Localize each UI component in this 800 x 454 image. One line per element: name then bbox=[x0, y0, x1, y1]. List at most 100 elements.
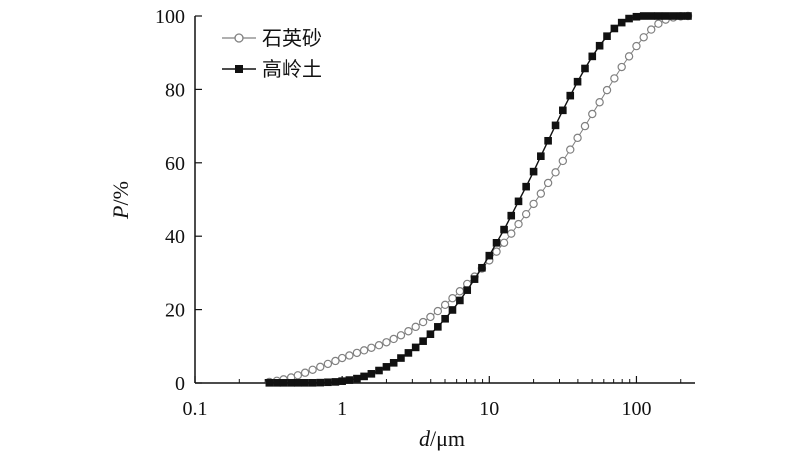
x-tick-label-2: 10 bbox=[479, 398, 499, 420]
x-axis-label-unit: /μm bbox=[430, 426, 465, 451]
point-1-51 bbox=[639, 12, 648, 20]
y-axis-label-var: P bbox=[108, 206, 133, 220]
point-1-10 bbox=[338, 377, 346, 385]
point-0-7 bbox=[316, 362, 325, 372]
point-0-16 bbox=[382, 338, 391, 347]
point-1-21 bbox=[419, 337, 427, 345]
point-1-38 bbox=[544, 136, 552, 145]
point-1-5 bbox=[301, 379, 309, 387]
point-1-8 bbox=[324, 378, 332, 387]
point-1-27 bbox=[463, 286, 472, 294]
point-1-20 bbox=[411, 343, 420, 352]
point-1-46 bbox=[603, 32, 611, 40]
point-1-39 bbox=[551, 121, 560, 130]
point-1-55 bbox=[669, 12, 678, 20]
point-0-19 bbox=[404, 327, 413, 336]
point-1-37 bbox=[537, 152, 545, 160]
point-1-1 bbox=[273, 379, 281, 387]
legend-label-quartz-sand: 石英砂 bbox=[262, 26, 322, 50]
point-0-52 bbox=[647, 25, 656, 34]
point-1-42 bbox=[573, 77, 582, 86]
point-0-18 bbox=[396, 331, 406, 340]
point-1-36 bbox=[529, 167, 538, 176]
point-0-43 bbox=[580, 121, 590, 131]
y-tick-label-3: 60 bbox=[165, 153, 185, 175]
point-1-14 bbox=[367, 370, 376, 378]
point-0-53 bbox=[654, 19, 663, 28]
svg-text:P/%: P/% bbox=[108, 181, 133, 220]
point-0-8 bbox=[323, 359, 333, 369]
plot-area: 0.1 1 10 100 0 20 40 60 80 100 bbox=[155, 6, 695, 420]
point-1-19 bbox=[404, 349, 413, 357]
point-1-43 bbox=[581, 64, 589, 73]
point-0-25 bbox=[448, 294, 457, 303]
point-1-12 bbox=[353, 374, 361, 383]
point-1-3 bbox=[287, 379, 295, 387]
point-1-35 bbox=[522, 182, 530, 191]
y-tick-label-5: 100 bbox=[155, 6, 185, 28]
svg-text:d/μm: d/μm bbox=[419, 426, 465, 451]
point-0-6 bbox=[308, 365, 317, 374]
point-1-17 bbox=[389, 359, 398, 367]
x-tick-label-3: 100 bbox=[621, 398, 651, 420]
point-1-53 bbox=[654, 12, 663, 20]
point-1-48 bbox=[617, 18, 626, 27]
x-axis-label-var: d bbox=[419, 426, 431, 451]
point-0-34 bbox=[514, 219, 523, 229]
point-1-32 bbox=[500, 225, 508, 234]
point-1-11 bbox=[345, 376, 354, 384]
point-0-37 bbox=[536, 189, 546, 198]
point-0-11 bbox=[345, 351, 354, 360]
x-axis-label: d/μm bbox=[419, 426, 465, 451]
legend-item-kaolin: 高岭土 bbox=[222, 57, 322, 81]
point-0-4 bbox=[293, 371, 303, 380]
point-1-23 bbox=[434, 323, 442, 331]
point-0-41 bbox=[566, 145, 575, 154]
point-1-56 bbox=[676, 12, 685, 20]
point-0-32 bbox=[499, 238, 509, 248]
point-1-57 bbox=[684, 12, 692, 20]
point-0-15 bbox=[374, 340, 384, 350]
point-1-24 bbox=[441, 314, 449, 323]
y-tick-label-1: 20 bbox=[165, 300, 185, 322]
point-0-50 bbox=[632, 41, 641, 51]
point-0-13 bbox=[359, 346, 369, 355]
point-1-33 bbox=[507, 211, 516, 220]
point-1-47 bbox=[610, 24, 619, 33]
point-1-2 bbox=[279, 379, 288, 387]
point-1-34 bbox=[514, 197, 523, 206]
point-1-28 bbox=[470, 275, 479, 283]
point-0-24 bbox=[440, 300, 450, 310]
y-axis-label-unit: /% bbox=[108, 181, 133, 205]
point-0-42 bbox=[573, 133, 582, 143]
point-1-18 bbox=[397, 354, 405, 362]
point-1-25 bbox=[448, 306, 457, 314]
point-0-38 bbox=[543, 178, 553, 188]
point-1-0 bbox=[265, 379, 274, 387]
point-0-35 bbox=[521, 209, 531, 219]
point-1-40 bbox=[559, 106, 567, 115]
point-0-39 bbox=[551, 168, 560, 177]
point-0-48 bbox=[617, 62, 626, 72]
point-1-52 bbox=[647, 12, 656, 20]
legend-item-quartz-sand: 石英砂 bbox=[222, 26, 322, 50]
series-line-0 bbox=[269, 15, 689, 383]
point-1-15 bbox=[375, 366, 383, 375]
point-1-45 bbox=[595, 41, 604, 50]
point-1-31 bbox=[492, 239, 501, 247]
point-1-30 bbox=[485, 251, 494, 260]
y-tick-label-4: 80 bbox=[165, 79, 185, 101]
point-1-49 bbox=[625, 14, 633, 23]
point-1-7 bbox=[316, 378, 325, 387]
point-0-20 bbox=[411, 322, 420, 332]
point-0-17 bbox=[389, 334, 398, 344]
point-1-22 bbox=[426, 330, 435, 338]
series-1 bbox=[265, 12, 692, 387]
point-0-14 bbox=[367, 343, 376, 352]
point-1-50 bbox=[632, 12, 641, 21]
point-0-23 bbox=[433, 306, 443, 316]
y-tick-label-2: 40 bbox=[165, 226, 185, 248]
y-tick-label-0: 0 bbox=[175, 373, 185, 395]
point-0-33 bbox=[507, 229, 516, 238]
point-0-26 bbox=[455, 287, 465, 296]
